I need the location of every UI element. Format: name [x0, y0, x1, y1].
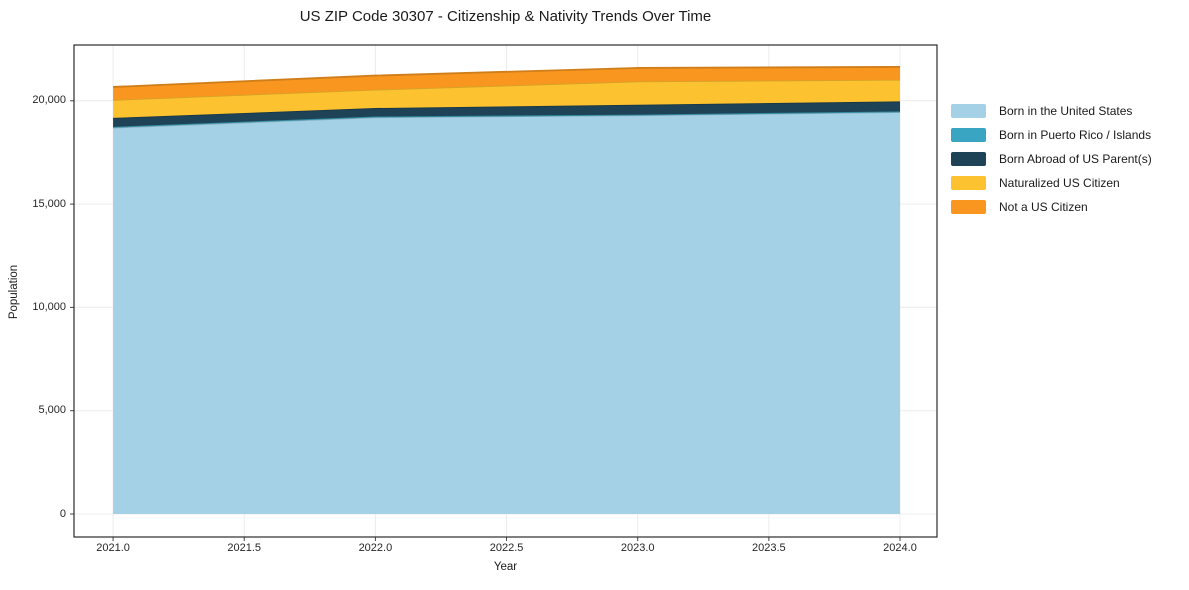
legend-label: Naturalized US Citizen — [999, 176, 1120, 190]
y-tick-label: 20,000 — [32, 94, 66, 107]
y-tick-label: 5,000 — [38, 404, 66, 417]
legend-item-naturalized-us-citizen: Naturalized US Citizen — [951, 176, 1152, 190]
area-edge-not-a-us-citizen — [113, 66, 901, 88]
x-tick-label: 2021.0 — [96, 542, 130, 554]
area-born-in-the-united-states — [113, 112, 901, 515]
area-naturalized-us-citizen — [113, 79, 901, 118]
x-tick-label: 2024.0 — [883, 542, 917, 554]
legend: Born in the United States Born in Puerto … — [951, 104, 1152, 224]
x-tick-label: 2022.5 — [489, 542, 524, 554]
x-axis-label: Year — [493, 561, 518, 573]
legend-label: Born Abroad of US Parent(s) — [999, 152, 1152, 166]
legend-swatch-icon — [951, 128, 986, 142]
legend-label: Born in the United States — [999, 104, 1133, 118]
x-tick-label: 2023.5 — [752, 542, 786, 554]
chart-title: US ZIP Code 30307 - Citizenship & Nativi… — [299, 8, 712, 25]
legend-swatch-icon — [951, 200, 986, 214]
legend-swatch-icon — [951, 152, 986, 166]
legend-label: Born in Puerto Rico / Islands — [999, 128, 1152, 142]
y-tick-label: 10,000 — [32, 300, 66, 313]
legend-label: Not a US Citizen — [999, 200, 1088, 214]
plot-frame — [73, 44, 938, 538]
legend-item-born-in-the-united-states: Born in the United States — [951, 104, 1152, 118]
y-tick-label: 0 — [59, 507, 66, 520]
x-tick-label: 2023.0 — [620, 542, 655, 554]
legend-item-born-in-puerto-rico-islands: Born in Puerto Rico / Islands — [951, 128, 1152, 142]
legend-swatch-icon — [951, 176, 986, 190]
x-tick-label: 2022.0 — [358, 542, 393, 554]
x-tick-label: 2021.5 — [227, 542, 262, 554]
area-born-abroad-of-us-parent-s — [113, 101, 901, 127]
area-not-a-us-citizen — [113, 66, 901, 100]
legend-item-not-a-us-citizen: Not a US Citizen — [951, 200, 1152, 214]
legend-swatch-icon — [951, 104, 986, 118]
y-axis-label: Population — [8, 264, 20, 320]
legend-item-born-abroad-of-us-parent-s: Born Abroad of US Parent(s) — [951, 152, 1152, 166]
y-tick-label: 15,000 — [32, 197, 66, 210]
